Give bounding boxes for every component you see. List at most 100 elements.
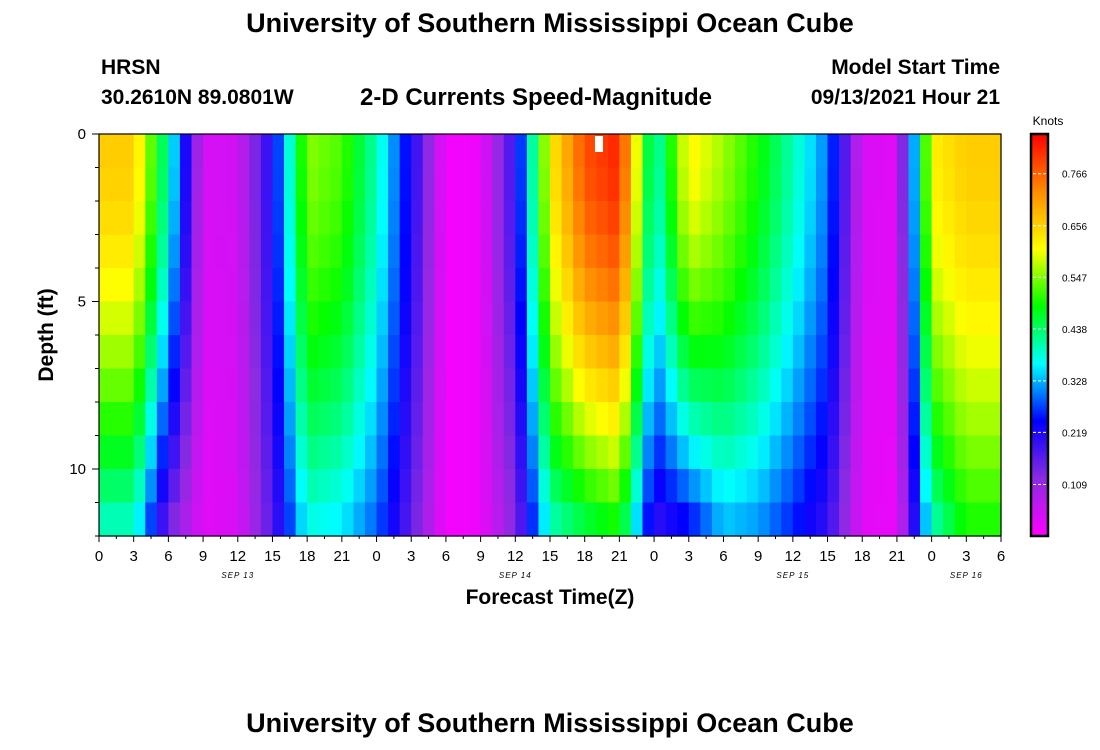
heatmap-cell <box>607 134 620 169</box>
heatmap-cell <box>388 301 401 336</box>
heatmap-cell <box>469 502 482 537</box>
heatmap-cell <box>943 502 956 537</box>
heatmap-cell <box>284 201 297 236</box>
x-tick-label: 3 <box>685 548 693 565</box>
heatmap-cell <box>110 167 123 202</box>
heatmap-cell <box>376 134 389 169</box>
heatmap-cell <box>792 502 806 537</box>
heatmap-cell <box>815 134 829 169</box>
heatmap-cell <box>850 268 863 303</box>
colorbar: Knots 0.109 0.219 0.328 0.438 0.547 0.656 0.76… <box>1029 114 1087 538</box>
heatmap-cell <box>399 368 412 403</box>
heatmap-cell <box>457 301 470 336</box>
heatmap-cell <box>411 234 424 269</box>
heatmap-cell <box>388 335 401 370</box>
heatmap-cell <box>168 234 181 269</box>
heatmap-cell <box>931 134 944 169</box>
x-tick-label: 18 <box>299 548 316 565</box>
colorbar-tick-label: 0.109 <box>1062 480 1087 491</box>
heatmap-cell <box>399 167 412 202</box>
heatmap-cell <box>214 402 227 437</box>
heatmap-cell <box>295 368 308 403</box>
heatmap-cell <box>665 502 678 537</box>
heatmap-cell <box>920 502 933 537</box>
heatmap-cell <box>145 201 158 236</box>
heatmap-cell <box>330 335 343 370</box>
heatmap-cell <box>353 201 366 236</box>
x-tick-label: 0 <box>927 548 935 565</box>
heatmap-cell <box>550 368 563 403</box>
heatmap-cell <box>688 301 701 336</box>
heatmap-cell <box>850 469 863 504</box>
heatmap-cell <box>353 435 366 470</box>
heatmap-cell <box>388 201 401 236</box>
y-tick-label: 0 <box>78 126 86 143</box>
heatmap-cell <box>411 469 424 504</box>
heatmap-cell <box>99 234 112 269</box>
heatmap-cell <box>607 502 620 537</box>
heatmap-cell <box>642 234 655 269</box>
heatmap-cell <box>168 335 181 370</box>
heatmap-cell <box>156 368 169 403</box>
heatmap-cell <box>110 234 123 269</box>
heatmap-cell <box>839 234 852 269</box>
heatmap-cell <box>364 167 378 202</box>
heatmap-cell <box>156 335 169 370</box>
x-tick-label: 9 <box>754 548 762 565</box>
heatmap-cell <box>353 234 366 269</box>
y-tick-label: 10 <box>69 461 86 478</box>
heatmap-cell <box>677 234 690 269</box>
heatmap-cell <box>318 201 331 236</box>
heatmap-cell <box>307 402 320 437</box>
heatmap-cell <box>746 167 759 202</box>
heatmap-cell <box>538 435 551 470</box>
heatmap-cell <box>815 268 829 303</box>
heatmap-cell <box>434 167 447 202</box>
heatmap-cell <box>850 435 863 470</box>
x-tick-label: 6 <box>164 548 172 565</box>
heatmap-cell <box>99 268 112 303</box>
heatmap-cell <box>526 469 540 504</box>
colorbar-tick-label: 0.656 <box>1062 222 1087 233</box>
heatmap-cell <box>156 402 169 437</box>
heatmap-cell <box>445 368 459 403</box>
heatmap-cell <box>989 301 1002 336</box>
heatmap-cell <box>272 435 285 470</box>
heatmap-cell <box>364 201 378 236</box>
heatmap-cell <box>249 368 262 403</box>
heatmap-cell <box>145 368 158 403</box>
heatmap-cell <box>596 268 609 303</box>
heatmap-cell <box>307 234 320 269</box>
heatmap-cell <box>735 368 748 403</box>
heatmap-cell <box>677 335 690 370</box>
heatmap-cell <box>561 134 574 169</box>
heatmap-cell <box>642 335 655 370</box>
heatmap-cell <box>318 435 331 470</box>
heatmap-cell <box>977 368 991 403</box>
heatmap-cell <box>249 402 262 437</box>
y-tick-label: 5 <box>78 294 86 311</box>
heatmap-cell <box>619 368 632 403</box>
heatmap-cell <box>723 301 736 336</box>
heatmap-cell <box>411 201 424 236</box>
heatmap-cell <box>873 469 886 504</box>
heatmap-cell <box>989 201 1002 236</box>
heatmap-cell <box>885 301 898 336</box>
heatmap-cell <box>330 469 343 504</box>
heatmap-cell <box>827 234 840 269</box>
heatmap-cell <box>434 134 447 169</box>
heatmap-cell <box>769 167 782 202</box>
heatmap-cell <box>688 368 701 403</box>
heatmap-cell <box>295 301 308 336</box>
heatmap-cell <box>399 469 412 504</box>
heatmap-cell <box>943 268 956 303</box>
heatmap-cell <box>341 368 355 403</box>
heatmap-cell <box>133 335 146 370</box>
heatmap-cell <box>977 234 991 269</box>
heatmap-cell <box>469 134 482 169</box>
heatmap-cell <box>284 502 297 537</box>
heatmap-cell <box>364 502 378 537</box>
heatmap-cell <box>411 134 424 169</box>
heatmap-cell <box>341 301 355 336</box>
heatmap-cell <box>503 502 516 537</box>
